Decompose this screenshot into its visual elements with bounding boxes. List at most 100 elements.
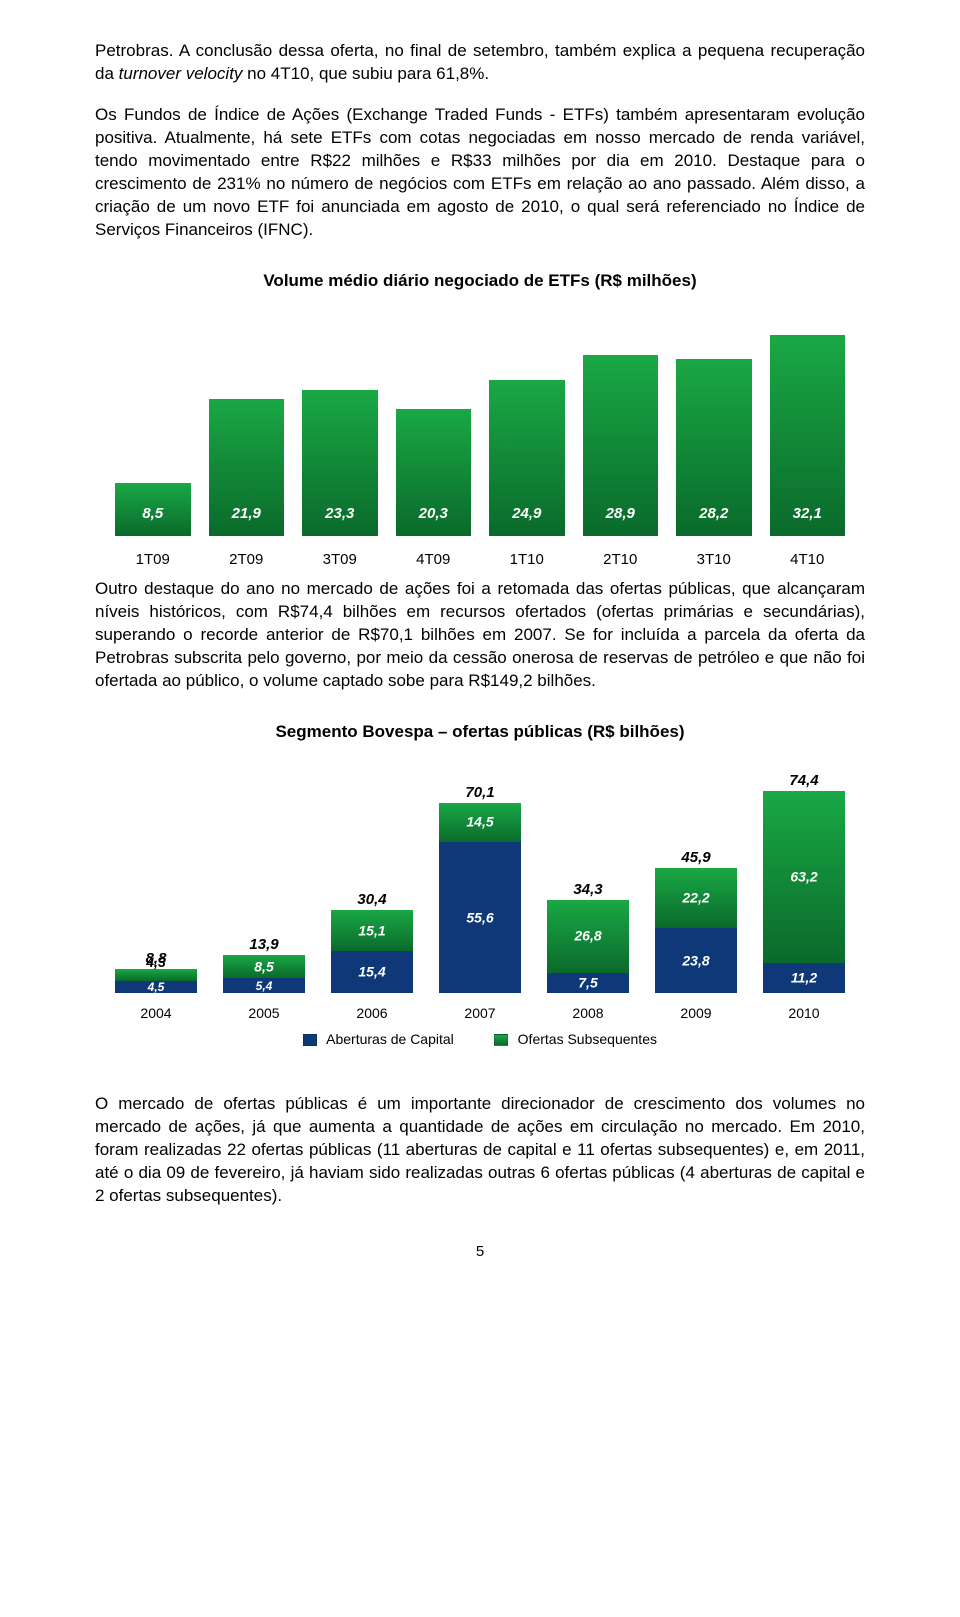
chart2-total-label: 34,3 [573, 880, 602, 900]
chart1-value-label: 24,9 [512, 504, 541, 524]
chart2-bar-slot: 70,114,555,6 [439, 803, 521, 993]
chart2-title: Segmento Bovespa – ofertas públicas (R$ … [95, 721, 865, 744]
chart1-bar: 23,3 [302, 390, 378, 536]
chart1-bar-slot: 28,9 [583, 355, 659, 536]
chart1-bar: 24,9 [489, 380, 565, 536]
chart2-bar-subsequentes: 8,5 [223, 955, 305, 978]
chart2-stack-wrap: 8,84,34,5 [115, 969, 197, 993]
chart2-label-subsequentes: 4,3 [146, 953, 165, 972]
chart1-bar-slot: 28,2 [676, 359, 752, 536]
chart2-stack-wrap: 13,98,55,4 [223, 955, 305, 993]
chart2-xlabel: 2007 [439, 996, 521, 1023]
chart2-bar-aberturas: 23,8 [655, 928, 737, 993]
chart2-bar-slot: 34,326,87,5 [547, 900, 629, 993]
chart2-xlabel: 2005 [223, 996, 305, 1023]
legend-item-subsequentes: Ofertas Subsequentes [494, 1030, 657, 1049]
chart2-label-subsequentes: 63,2 [790, 867, 817, 886]
chart2-label-subsequentes: 14,5 [466, 813, 493, 832]
chart2-total-label: 30,4 [357, 890, 386, 910]
chart2-total-label: 13,9 [249, 935, 278, 955]
chart2-xlabel: 2010 [763, 996, 845, 1023]
chart1-xlabel: 3T09 [302, 542, 378, 570]
chart2-xlabel: 2009 [655, 996, 737, 1023]
chart2-bar-subsequentes: 63,2 [763, 791, 845, 963]
chart2-xlabel: 2004 [115, 996, 197, 1023]
chart1-xlabel: 3T10 [676, 542, 752, 570]
chart2-bar-slot: 13,98,55,4 [223, 955, 305, 993]
chart2-stack-wrap: 30,415,115,4 [331, 910, 413, 993]
chart1-bar: 8,5 [115, 483, 191, 536]
chart1-value-label: 8,5 [142, 504, 163, 524]
chart2-bar-subsequentes: 15,1 [331, 910, 413, 951]
chart2-stack-wrap: 45,922,223,8 [655, 868, 737, 993]
chart2-label-subsequentes: 8,5 [254, 957, 273, 976]
chart1-xlabel: 1T10 [489, 542, 565, 570]
chart2-label-aberturas: 11,2 [791, 968, 817, 987]
chart1-bar-slot: 20,3 [396, 409, 472, 536]
chart1-bar-slot: 8,5 [115, 483, 191, 536]
chart1-value-label: 28,9 [606, 504, 635, 524]
chart2-bar-subsequentes: 26,8 [547, 900, 629, 973]
chart2-label-aberturas: 23,8 [682, 951, 709, 970]
chart1-xlabel: 1T09 [115, 542, 191, 570]
legend-swatch-subsequentes [494, 1034, 508, 1046]
chart2-stack-wrap: 74,463,211,2 [763, 791, 845, 993]
chart2-total-label: 45,9 [681, 848, 710, 868]
chart2-label-subsequentes: 22,2 [682, 889, 709, 908]
legend-item-aberturas: Aberturas de Capital [303, 1030, 454, 1049]
chart2-bar-subsequentes: 22,2 [655, 868, 737, 928]
paragraph-3: Outro destaque do ano no mercado de açõe… [95, 578, 865, 693]
chart1: 8,5 21,9 23,3 20,3 24,9 28,9 28,2 32,1 1T09 2T09… [115, 310, 845, 570]
chart1-bar-slot: 24,9 [489, 380, 565, 536]
chart1-bar-slot: 23,3 [302, 390, 378, 536]
chart1-value-label: 28,2 [699, 504, 728, 524]
chart2-bar-slot: 74,463,211,2 [763, 791, 845, 993]
chart2-bar-aberturas: 7,5 [547, 973, 629, 993]
chart2-bar-slot: 8,84,34,5 [115, 969, 197, 993]
paragraph-1: Petrobras. A conclusão dessa oferta, no … [95, 40, 865, 86]
chart2-label-aberturas: 55,6 [466, 908, 493, 927]
chart1-bar: 21,9 [209, 399, 285, 536]
chart1-bar: 32,1 [770, 335, 846, 537]
chart1-value-label: 20,3 [419, 504, 448, 524]
chart1-value-label: 21,9 [232, 504, 261, 524]
chart2-bar-aberturas: 11,2 [763, 963, 845, 993]
chart2-stack-wrap: 34,326,87,5 [547, 900, 629, 993]
chart1-xlabel: 2T10 [583, 542, 659, 570]
chart2-label-subsequentes: 15,1 [358, 921, 385, 940]
chart2-xlabel: 2008 [547, 996, 629, 1023]
chart2-label-aberturas: 5,4 [256, 978, 273, 994]
legend-label-aberturas: Aberturas de Capital [326, 1031, 454, 1047]
chart2-bar-slot: 45,922,223,8 [655, 868, 737, 993]
chart1-bar-slot: 21,9 [209, 399, 285, 536]
chart2-bar-aberturas: 5,4 [223, 978, 305, 993]
chart2-bar-subsequentes: 14,5 [439, 803, 521, 842]
chart1-xlabel: 4T10 [770, 542, 846, 570]
chart2-label-aberturas: 4,5 [148, 979, 165, 995]
chart2-stack-wrap: 70,114,555,6 [439, 803, 521, 993]
chart2-total-label: 70,1 [465, 783, 494, 803]
chart1-xlabel: 2T09 [209, 542, 285, 570]
chart2: 8,84,34,513,98,55,430,415,115,470,114,55… [115, 762, 845, 1047]
chart2-bar-aberturas: 4,5 [115, 981, 197, 993]
chart2-xlabel: 2006 [331, 996, 413, 1023]
chart1-bar-slot: 32,1 [770, 335, 846, 537]
chart1-xlabel: 4T09 [396, 542, 472, 570]
chart2-bar-aberturas: 15,4 [331, 951, 413, 993]
chart2-total-label: 74,4 [789, 771, 818, 791]
chart1-value-label: 32,1 [793, 504, 822, 524]
chart2-label-aberturas: 15,4 [358, 963, 385, 982]
chart2-label-aberturas: 7,5 [578, 973, 597, 992]
chart1-bar: 28,2 [676, 359, 752, 536]
legend-swatch-aberturas [303, 1034, 317, 1046]
chart1-title: Volume médio diário negociado de ETFs (R… [95, 270, 865, 293]
chart2-bar-aberturas: 55,6 [439, 842, 521, 993]
chart1-bar: 28,9 [583, 355, 659, 536]
chart2-legend: Aberturas de Capital Ofertas Subsequente… [115, 1030, 845, 1049]
paragraph-2: Os Fundos de Índice de Ações (Exchange T… [95, 104, 865, 242]
paragraph-4: O mercado de ofertas públicas é um impor… [95, 1093, 865, 1208]
chart2-bar-slot: 30,415,115,4 [331, 910, 413, 993]
legend-label-subsequentes: Ofertas Subsequentes [518, 1031, 657, 1047]
chart2-label-subsequentes: 26,8 [574, 927, 601, 946]
chart1-bar: 20,3 [396, 409, 472, 536]
